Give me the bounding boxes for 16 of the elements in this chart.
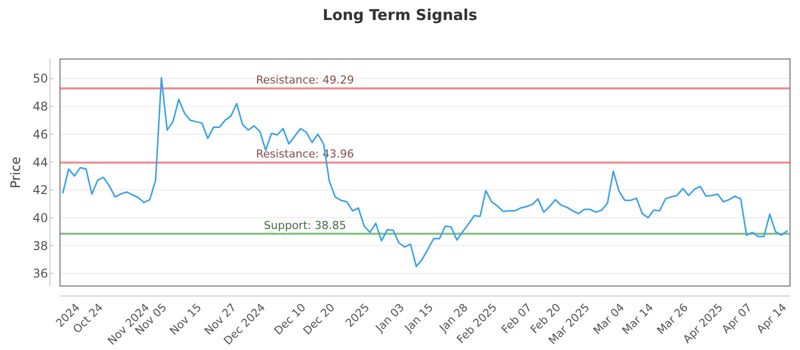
- y-axis-title: Price: [9, 156, 24, 188]
- y-tick-label: 46: [32, 127, 48, 142]
- x-tick-label: Jan 15: [402, 300, 436, 336]
- x-tick-label: Nov 15: [167, 300, 204, 338]
- y-tick-label: 42: [32, 183, 48, 198]
- y-tick-label: 40: [32, 210, 48, 225]
- ref-line-label: Resistance: 49.29: [256, 73, 354, 86]
- chart-title: Long Term Signals: [322, 6, 478, 24]
- line-series: [62, 77, 788, 268]
- y-tick-label: 44: [32, 155, 48, 170]
- y-tick-label: 48: [32, 100, 48, 114]
- y-tick-label: 36: [32, 266, 48, 281]
- y-tick-label: 50: [32, 72, 48, 86]
- y-tick-label: 38: [32, 238, 48, 253]
- x-tick-label: Apr 14: [754, 300, 790, 336]
- ref-line-label: Support: 38.85: [264, 218, 346, 232]
